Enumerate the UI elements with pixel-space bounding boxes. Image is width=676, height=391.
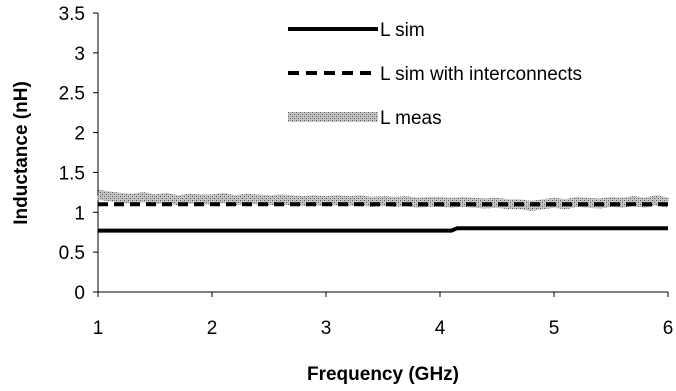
x-tick-label: 4: [435, 318, 446, 339]
series-line-2: [97, 189, 670, 211]
x-axis-title: Frequency (GHz): [307, 364, 459, 385]
y-tick-labels: 0 0.5 1 1.5 2 2.5 3 3.5: [59, 4, 85, 304]
x-tick-label: 6: [663, 318, 674, 339]
legend-label-1: L sim with interconnects: [380, 64, 582, 85]
legend: L sim L sim with interconnects L meas: [288, 20, 582, 129]
series-layer: [97, 189, 670, 233]
legend-label-2: L meas: [380, 108, 442, 129]
y-tick-label: 3.5: [59, 4, 85, 25]
x-tick-label: 5: [549, 318, 560, 339]
y-tick-label: 1: [74, 203, 85, 224]
axes: [93, 12, 669, 297]
y-axis-title: Inductance (nH): [11, 81, 32, 225]
series-line-0: [98, 226, 668, 233]
y-tick-label: 0: [74, 283, 85, 304]
x-tick-label: 2: [207, 318, 218, 339]
y-tick-label: 3: [74, 44, 85, 65]
y-tick-label: 2: [74, 124, 85, 145]
y-tick-label: 2.5: [59, 84, 85, 105]
legend-label-0: L sim: [380, 20, 425, 41]
y-tick-label: 0.5: [59, 243, 85, 264]
x-tick-labels: 1 2 3 4 5 6: [93, 318, 674, 339]
x-tick-label: 1: [93, 318, 104, 339]
y-tick-label: 1.5: [59, 163, 85, 184]
x-tick-label: 3: [321, 318, 332, 339]
